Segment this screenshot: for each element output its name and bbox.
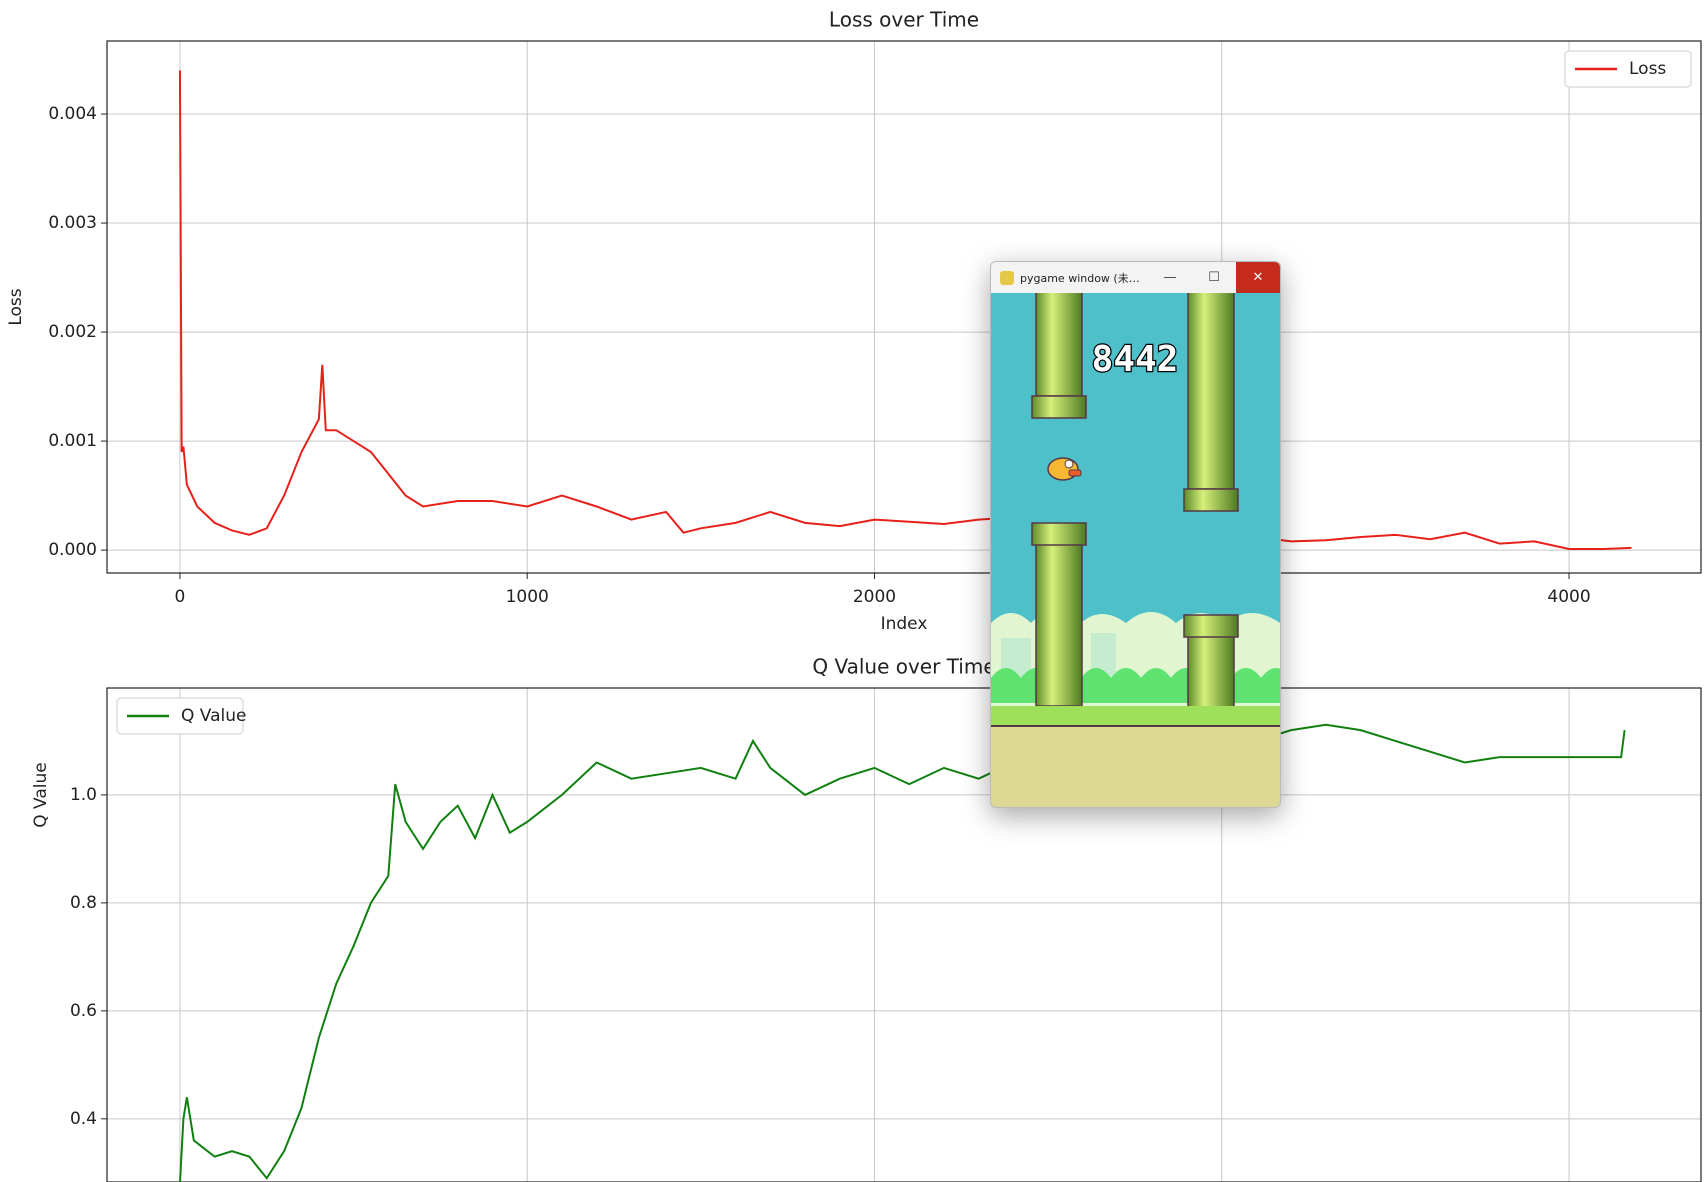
- data-line: [178, 70, 1632, 551]
- score: 8442: [1092, 339, 1179, 380]
- legend-box: [116, 697, 244, 735]
- legend-label: Loss: [1629, 59, 1666, 79]
- window-title: pygame window (未…: [1020, 271, 1140, 285]
- game-view: 8442: [991, 293, 1280, 807]
- y-tick-label: 0.6: [70, 1001, 97, 1021]
- x-tick-label: 4000: [1547, 587, 1590, 607]
- y-tick-label: 0.4: [70, 1109, 97, 1129]
- x-tick-label: 0: [175, 587, 186, 607]
- plot-frame: [106, 40, 1702, 574]
- y-tick-label: 1.0: [70, 785, 97, 805]
- maximize-button[interactable]: ☐: [1208, 270, 1220, 285]
- x-axis-label: Index: [881, 614, 928, 634]
- y-tick-label: 0.004: [48, 104, 97, 124]
- ground: [991, 726, 1280, 807]
- y-axis-label: Loss: [6, 288, 26, 325]
- y-tick-label: 0.000: [48, 540, 97, 560]
- title-bar: pygame window (未… — ☐ ✕: [991, 262, 1280, 293]
- x-tick-label: 1000: [506, 587, 549, 607]
- chart-title: Q Value over Time: [812, 655, 995, 679]
- close-button[interactable]: ✕: [1236, 262, 1280, 293]
- y-tick-label: 0.002: [48, 322, 97, 342]
- data-line: [179, 723, 1626, 1182]
- y-tick-label: 0.003: [48, 213, 97, 233]
- plot-frame: [106, 687, 1702, 1182]
- y-tick-label: 0.8: [70, 893, 97, 913]
- pipes: [1031, 293, 1239, 708]
- y-axis-label: Q Value: [31, 762, 51, 827]
- bird: [1047, 457, 1082, 481]
- app-icon: [1000, 270, 1014, 285]
- minimize-button[interactable]: —: [1163, 270, 1177, 285]
- x-tick-label: 2000: [853, 587, 896, 607]
- y-tick-label: 0.001: [48, 431, 97, 451]
- pygame-window[interactable]: pygame window (未… — ☐ ✕ 8442: [990, 261, 1281, 808]
- ground-stripe: [991, 706, 1280, 726]
- legend-box: [1564, 50, 1692, 88]
- legend-label: Q Value: [181, 706, 246, 726]
- chart-title: Loss over Time: [829, 8, 979, 32]
